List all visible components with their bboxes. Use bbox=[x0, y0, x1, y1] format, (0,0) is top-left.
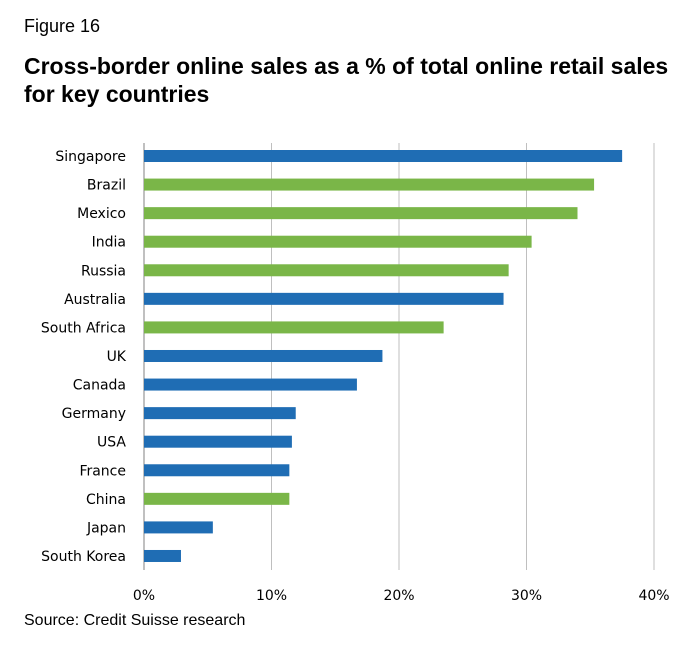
bar bbox=[144, 207, 578, 220]
category-labels: Singapore Brazil Mexico India Russia Australi… bbox=[41, 149, 127, 565]
bar bbox=[144, 549, 181, 562]
category-label: Brazil bbox=[87, 178, 126, 194]
x-tick-label: 30% bbox=[511, 588, 542, 604]
category-label: India bbox=[92, 235, 126, 251]
category-label: Singapore bbox=[55, 149, 126, 165]
x-tick-label: 0% bbox=[133, 588, 155, 604]
chart-title: Cross-border online sales as a % of tota… bbox=[24, 53, 669, 107]
category-label: Russia bbox=[81, 263, 126, 279]
category-label: Australia bbox=[64, 292, 126, 308]
figure-label: Figure 16 bbox=[24, 16, 101, 36]
x-tick-label: 10% bbox=[256, 588, 287, 604]
bar bbox=[144, 378, 357, 391]
bar bbox=[144, 464, 290, 477]
bar bbox=[144, 492, 290, 505]
bar bbox=[144, 235, 532, 248]
bar bbox=[144, 349, 383, 362]
bar bbox=[144, 435, 292, 448]
category-label: Canada bbox=[73, 378, 126, 394]
category-label: Mexico bbox=[77, 206, 126, 222]
category-label: France bbox=[79, 463, 126, 479]
x-tick-label: 40% bbox=[638, 588, 669, 604]
category-label: Japan bbox=[86, 520, 126, 536]
bar bbox=[144, 264, 509, 277]
bar bbox=[144, 150, 623, 162]
category-label: USA bbox=[97, 435, 126, 451]
category-label: China bbox=[86, 492, 126, 508]
x-tick-label: 20% bbox=[383, 588, 414, 604]
category-label: Germany bbox=[62, 406, 126, 422]
bar bbox=[144, 178, 595, 191]
bar bbox=[144, 521, 213, 534]
category-label: South Africa bbox=[41, 320, 126, 336]
bar bbox=[144, 292, 504, 305]
bar-chart: Singapore Brazil Mexico India Russia Australi… bbox=[41, 143, 670, 604]
bar bbox=[144, 321, 444, 334]
category-label: UK bbox=[107, 349, 127, 365]
bar bbox=[144, 407, 296, 420]
x-axis-ticks: 0% 10% 20% 30% 40% bbox=[133, 588, 670, 604]
bars bbox=[144, 150, 623, 562]
category-label: South Korea bbox=[41, 549, 126, 565]
source-note: Source: Credit Suisse research bbox=[24, 612, 246, 629]
